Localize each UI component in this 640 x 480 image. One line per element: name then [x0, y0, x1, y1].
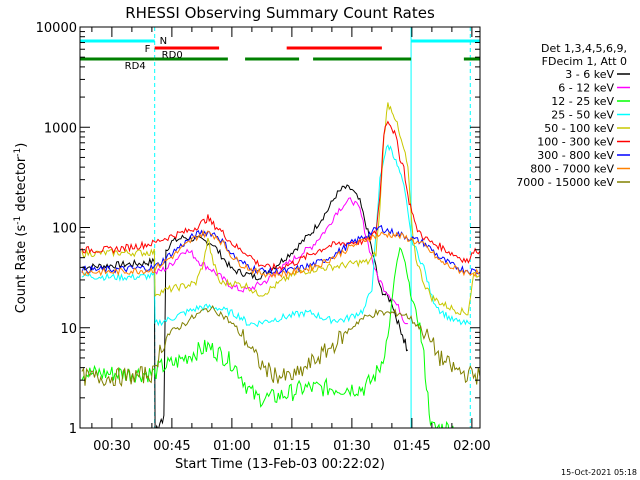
state-label-rd0: RD0: [162, 50, 183, 61]
y-tick-label: 10: [60, 322, 77, 337]
legend-label: 6 - 12 keV: [558, 82, 614, 95]
legend-label: 300 - 800 keV: [537, 149, 614, 162]
x-tick-label: 00:45: [153, 439, 190, 454]
x-tick-label: 00:30: [93, 439, 130, 454]
series-line-2: [154, 197, 408, 325]
y-axis-label: Count Rate (s-1 detector-1): [13, 143, 29, 314]
series-line-5: [81, 102, 480, 316]
y-tick-label: 1: [69, 422, 77, 437]
state-label-n: N: [160, 36, 167, 47]
series-line-9: [81, 304, 480, 388]
series-line-4: [81, 144, 471, 328]
legend-label: 25 - 50 keV: [551, 109, 614, 122]
legend-header-line-1: Det 1,3,4,5,6,9,: [541, 42, 627, 55]
legend-label: 12 - 25 keV: [551, 95, 614, 108]
series-line-7: [81, 224, 480, 276]
x-axis-label: Start Time (13-Feb-03 00:22:02): [175, 457, 385, 472]
legend-label: 800 - 7000 keV: [530, 163, 614, 176]
series-line-6: [81, 120, 480, 271]
footer-date: 15-Oct-2021 05:18: [561, 468, 637, 477]
y-tick-label: 1000: [44, 121, 77, 136]
legend-header-line-2: FDecim 1, Att 0: [542, 55, 627, 68]
legend-label: 50 - 100 keV: [544, 122, 614, 135]
x-tick-label: 01:30: [333, 439, 370, 454]
x-tick-label: 01:45: [393, 439, 430, 454]
x-tick-label: 01:15: [273, 439, 310, 454]
x-tick-label: 02:00: [453, 439, 490, 454]
y-tick-label: 100: [52, 222, 77, 237]
legend-label: 7000 - 15000 keV: [516, 176, 614, 189]
legend-label: 100 - 300 keV: [537, 136, 614, 149]
legend: Det 1,3,4,5,6,9, FDecim 1, Att 0 3 - 6 k…: [516, 42, 630, 189]
y-tick-label: 10000: [36, 21, 77, 36]
series-line-3: [81, 246, 456, 428]
x-tick-label: 01:00: [213, 439, 250, 454]
chart-title: RHESSI Observing Summary Count Rates: [125, 4, 435, 22]
legend-label: 3 - 6 keV: [565, 68, 614, 81]
state-label-rd4: RD4: [125, 61, 146, 72]
series-line-8: [81, 229, 480, 279]
state-label-f: F: [145, 44, 151, 55]
series-line-1: [81, 184, 409, 428]
